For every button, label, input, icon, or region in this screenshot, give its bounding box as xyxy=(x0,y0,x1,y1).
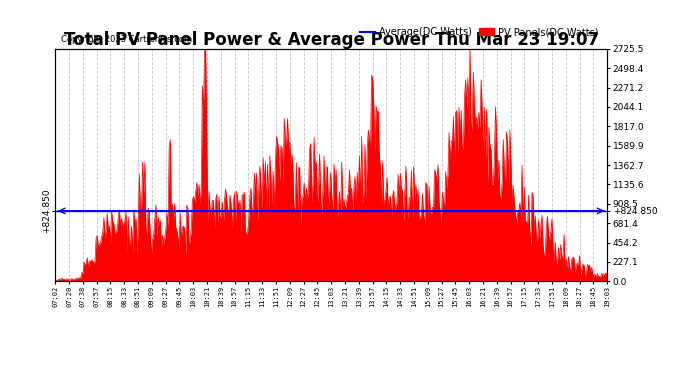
Legend: Average(DC Watts), PV Panels(DC Watts): Average(DC Watts), PV Panels(DC Watts) xyxy=(357,23,602,41)
Title: Total PV Panel Power & Average Power Thu Mar 23 19:07: Total PV Panel Power & Average Power Thu… xyxy=(63,31,599,49)
Text: Copyright 2023 Cartronics.com: Copyright 2023 Cartronics.com xyxy=(61,35,192,44)
